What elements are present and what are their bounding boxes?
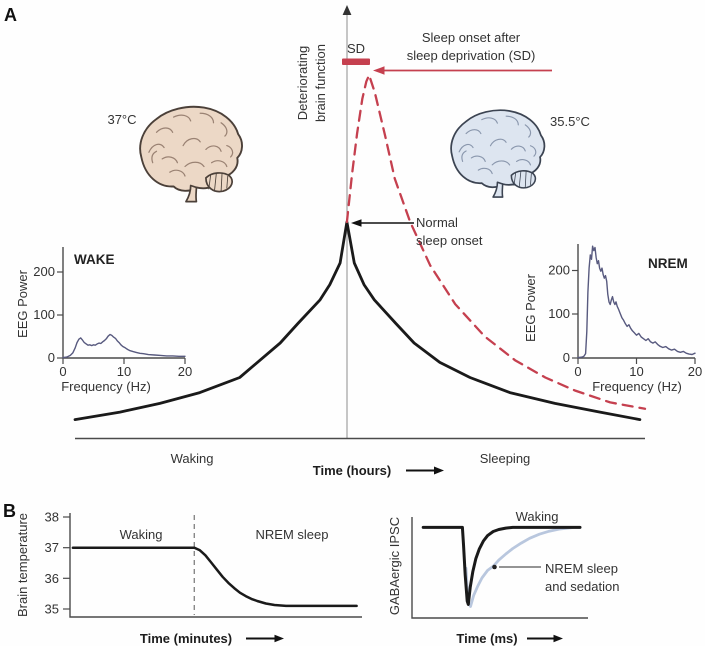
- sd-bar-label: SD: [347, 41, 365, 56]
- waking-brain-temperature-label: 37°C: [107, 112, 136, 127]
- panel-a-label: A: [4, 5, 17, 25]
- wake-eeg-trace: [62, 333, 186, 359]
- time-ms-arrowhead: [553, 634, 563, 643]
- nrem-ytick-200: 200: [548, 263, 570, 278]
- sd-onset-annotation-line2: sleep deprivation (SD): [407, 48, 536, 63]
- normal-onset-annotation-line1: Normal: [416, 215, 458, 230]
- wake-xtick-10: 10: [117, 364, 131, 379]
- temp-ytick-37: 37: [45, 540, 59, 555]
- temp-ytick-38: 38: [45, 510, 59, 525]
- ipsc-leader-dot: [492, 564, 497, 570]
- ipsc-ylabel: GABAergic IPSC: [387, 517, 402, 615]
- ipsc-xlabel: Time (ms): [456, 631, 517, 646]
- nrem-ytick-0: 0: [563, 350, 570, 365]
- brain-temperature-trace: [71, 546, 358, 608]
- waking-region-label: Waking: [171, 451, 214, 466]
- nrem-inset-ticks: [572, 269, 696, 364]
- wake-ytick-0: 0: [48, 350, 55, 365]
- temp-ytick-36: 36: [45, 571, 59, 586]
- main-x-axis-label: Time (hours): [313, 463, 392, 478]
- temp-ylabel: Brain temperature: [15, 513, 30, 617]
- normal-sleep-curve: [73, 220, 642, 422]
- nrem-brain-temperature-label: 35.5°C: [550, 114, 590, 129]
- wake-eeg-inset: 0 100 200 0 10 20 WAKE EEG Power Frequen…: [15, 247, 192, 394]
- brain-illustration-waking: [140, 106, 243, 202]
- temp-ytick-35: 35: [45, 602, 59, 617]
- sd-period-bar: [342, 58, 370, 65]
- nrem-inset-ylabel: EEG Power: [523, 273, 538, 342]
- waking-ipsc-trace: [421, 525, 582, 606]
- main-y-axis-arrowhead: [342, 5, 352, 15]
- sleep-deprivation-dashed-curve: [345, 73, 647, 410]
- nrem-xtick-10: 10: [629, 364, 643, 379]
- sleeping-region-label: Sleeping: [480, 451, 531, 466]
- temp-waking-label: Waking: [120, 527, 163, 542]
- wake-inset-ticks: [57, 271, 186, 364]
- temp-xlabel: Time (minutes): [140, 631, 232, 646]
- nrem-eeg-inset: 0 100 200 0 10 20 NREM EEG Power Frequen…: [523, 244, 702, 394]
- normal-onset-arrowhead: [351, 219, 362, 227]
- wake-ytick-100: 100: [33, 307, 55, 322]
- wake-inset-ylabel: EEG Power: [15, 269, 30, 338]
- wake-xtick-0: 0: [59, 364, 66, 379]
- ipsc-nrem-label-line1: NREM sleep: [545, 561, 618, 576]
- panel-b-label: B: [3, 501, 16, 521]
- ipsc-nrem-label-line2: and sedation: [545, 579, 619, 594]
- nrem-xtick-20: 20: [688, 364, 702, 379]
- time-minutes-arrowhead: [274, 634, 284, 643]
- sd-onset-arrowhead: [373, 66, 385, 75]
- brain-temperature-plot: 38 37 36 35 Brain temperature Waking NRE…: [15, 510, 362, 646]
- main-y-axis-label-line2: brain function: [313, 44, 328, 122]
- time-hours-arrowhead: [434, 466, 444, 475]
- nrem-inset-title: NREM: [648, 256, 688, 271]
- wake-ytick-200: 200: [33, 264, 55, 279]
- gabaergic-ipsc-plot: GABAergic IPSC Waking NREM sleep and sed…: [387, 509, 619, 646]
- temp-ticks: [63, 516, 70, 610]
- wake-inset-title: WAKE: [74, 252, 115, 267]
- nrem-sedation-ipsc-trace: [464, 526, 582, 608]
- nrem-ytick-100: 100: [548, 306, 570, 321]
- ipsc-axes: [411, 517, 588, 619]
- ipsc-waking-label: Waking: [516, 509, 559, 524]
- wake-xtick-20: 20: [178, 364, 192, 379]
- normal-onset-annotation-line2: sleep onset: [416, 233, 483, 248]
- brain-illustration-nrem: [451, 110, 545, 198]
- nrem-eeg-trace: [577, 245, 696, 359]
- wake-inset-xlabel: Frequency (Hz): [61, 379, 151, 394]
- nrem-xtick-0: 0: [574, 364, 581, 379]
- main-y-axis-label-line1: Deteriorating: [295, 46, 310, 120]
- temp-nrem-label: NREM sleep: [256, 527, 329, 542]
- nrem-inset-xlabel: Frequency (Hz): [592, 379, 682, 394]
- sd-onset-annotation-line1: Sleep onset after: [422, 30, 521, 45]
